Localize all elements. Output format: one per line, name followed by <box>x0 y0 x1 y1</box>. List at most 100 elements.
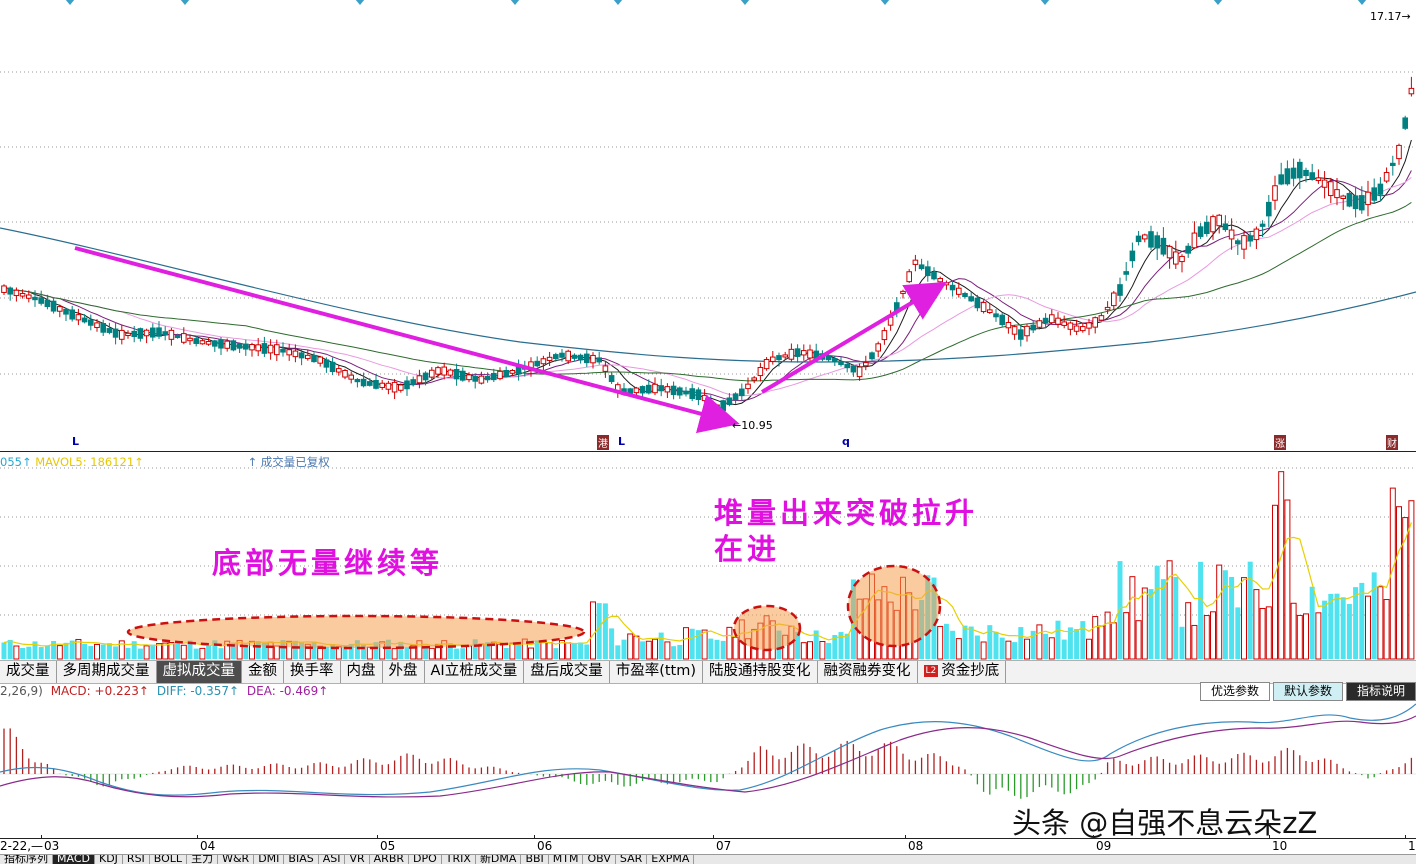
candle-body <box>875 343 882 352</box>
bottom-tab-14[interactable]: 新DMA <box>476 855 522 864</box>
dea-value: DEA: -0.469↑ <box>246 684 329 698</box>
volume-bar-down <box>354 640 360 659</box>
tab-indicator-7[interactable]: AI立桩成交量 <box>425 661 525 683</box>
volume-bar-down <box>423 645 429 659</box>
candle-body <box>199 340 206 345</box>
volume-bar-down <box>20 647 26 659</box>
marker-l-1[interactable]: L <box>72 435 80 448</box>
volume-bar-up <box>1303 613 1309 660</box>
month-tick <box>377 835 378 839</box>
candle-body <box>1371 187 1378 201</box>
bottom-tab-17[interactable]: OBV <box>583 855 616 864</box>
bottom-tab-13[interactable]: TRIX <box>442 855 476 864</box>
bottom-tab-15[interactable]: BBI <box>521 855 549 864</box>
candle-body <box>1204 221 1210 235</box>
candle-body <box>1030 324 1037 331</box>
default-params-button[interactable]: 默认参数 <box>1272 682 1343 701</box>
tab-indicator-0[interactable]: 成交量 <box>0 661 57 683</box>
marker-l-2[interactable]: L <box>618 435 626 448</box>
ma60-line <box>3 201 1412 382</box>
candle-body <box>422 372 429 381</box>
macd-lines <box>0 703 1416 798</box>
volume-bar-down <box>1222 570 1228 659</box>
candle-body <box>274 344 280 356</box>
candlestick-price-chart[interactable] <box>0 0 1416 452</box>
bottom-tab-2[interactable]: KDJ <box>95 855 123 864</box>
bottom-tab-1[interactable]: MACD <box>53 855 95 864</box>
volume-bar-down <box>832 635 838 659</box>
marker-q[interactable]: q <box>842 435 850 448</box>
bottom-tab-7[interactable]: DMI <box>254 855 285 864</box>
tab-indicator-5[interactable]: 内盘 <box>341 661 383 683</box>
volume-bar-up <box>645 640 652 660</box>
candle-body <box>794 348 801 357</box>
volume-bar-up <box>1036 624 1043 660</box>
candle-body <box>1284 168 1291 185</box>
bottom-tab-18[interactable]: SAR <box>616 855 648 864</box>
macd-chart[interactable] <box>0 700 1416 838</box>
tab-indicator-12[interactable]: L2 资金抄底 <box>918 661 1007 683</box>
preferred-params-button[interactable]: 优选参数 <box>1199 682 1270 701</box>
indicator-help-button[interactable]: 指标说明 <box>1345 682 1416 701</box>
bottom-tab-5[interactable]: 主力 <box>187 855 219 864</box>
tab-indicator-10[interactable]: 陆股通持股变化 <box>703 661 818 683</box>
volume-bar-up <box>156 643 162 660</box>
bottom-tab-9[interactable]: ASI <box>319 855 346 864</box>
tab-indicator-6[interactable]: 外盘 <box>383 661 425 683</box>
bottom-tab-0[interactable]: 指标序列 <box>0 855 53 864</box>
candle-body <box>1297 161 1303 179</box>
bottom-tab-4[interactable]: BOLL <box>150 855 188 864</box>
volume-bar-down <box>516 644 522 659</box>
tab-indicator-9[interactable]: 市盈率(ttm) <box>610 661 704 683</box>
tab-indicator-8[interactable]: 盘后成交量 <box>524 661 610 683</box>
candle-body <box>1328 181 1334 197</box>
tab-indicator-11[interactable]: 融资融券变化 <box>818 661 918 683</box>
volume-bar-up <box>1408 500 1415 660</box>
tab-indicator-1[interactable]: 多周期成交量 <box>57 661 157 683</box>
event-diamond <box>510 0 520 5</box>
bottom-tab-10[interactable]: VR <box>345 855 370 864</box>
volume-bar-up <box>1048 637 1055 660</box>
tab-indicator-3[interactable]: 金额 <box>242 661 284 683</box>
candle-body <box>57 306 63 312</box>
volume-bar-up <box>94 643 100 660</box>
volume-bar-up <box>1098 625 1105 660</box>
bottom-tab-8[interactable]: BIAS <box>284 855 319 864</box>
tab-indicator-2[interactable]: 虚拟成交量 <box>156 661 242 683</box>
candle-body <box>1290 167 1297 179</box>
candle-body <box>50 300 57 312</box>
volume-bar-down <box>373 642 379 659</box>
candle-body <box>435 367 441 375</box>
candle-body <box>1011 326 1018 335</box>
marker-cai[interactable]: 财 <box>1386 435 1398 450</box>
marker-gang[interactable]: 港 <box>597 435 609 450</box>
candle-body <box>230 340 237 351</box>
tab-label: 金额 <box>248 663 277 679</box>
annotation-bottom-no-volume: 底部无量继续等 <box>212 546 444 580</box>
volume-bar-down <box>51 640 57 659</box>
volume-bar-down <box>361 644 367 659</box>
event-diamond <box>1213 0 1223 5</box>
marker-zhang[interactable]: 涨 <box>1274 435 1286 450</box>
volume-bar-down <box>206 644 212 659</box>
volume-bar-down <box>131 641 137 659</box>
candle-body <box>453 368 460 380</box>
volume-bar-down <box>460 648 466 659</box>
candle-body <box>100 323 107 333</box>
candle-body <box>726 397 733 405</box>
tab-label: 市盈率(ttm) <box>615 663 697 679</box>
candle-body <box>590 354 596 364</box>
candle-body <box>652 383 658 394</box>
bottom-tab-11[interactable]: ARBR <box>370 855 410 864</box>
bottom-tab-12[interactable]: DPO <box>409 855 442 864</box>
volume-bar-down <box>1148 589 1154 659</box>
volume-bar-chart[interactable] <box>0 452 1416 660</box>
bottom-tab-16[interactable]: MTM <box>549 855 584 864</box>
bottom-tab-6[interactable]: W&R <box>218 855 255 864</box>
bottom-tab-19[interactable]: EXPMA <box>647 855 695 864</box>
tab-indicator-4[interactable]: 换手率 <box>284 661 341 683</box>
bottom-tab-3[interactable]: RSI <box>123 855 150 864</box>
candle-body <box>143 329 150 337</box>
candle-body <box>900 290 906 294</box>
event-diamond <box>740 0 750 5</box>
